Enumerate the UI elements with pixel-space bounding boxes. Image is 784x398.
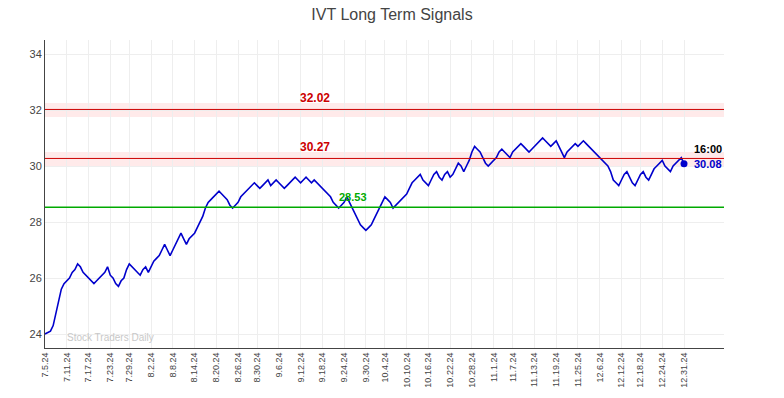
svg-text:10.4.24: 10.4.24 — [380, 353, 390, 383]
svg-text:11.7.24: 11.7.24 — [508, 353, 518, 382]
svg-text:24: 24 — [30, 328, 42, 340]
svg-text:32.02: 32.02 — [300, 91, 330, 105]
svg-text:12.18.24: 12.18.24 — [635, 353, 645, 388]
svg-text:11.19.24: 11.19.24 — [551, 353, 561, 387]
svg-text:12.24.24: 12.24.24 — [657, 353, 667, 388]
svg-text:11.13.24: 11.13.24 — [529, 353, 539, 387]
svg-text:7.29.24: 7.29.24 — [124, 353, 134, 383]
svg-text:8.8.24: 8.8.24 — [168, 353, 178, 378]
svg-text:8.14.24: 8.14.24 — [189, 353, 199, 383]
svg-text:11.25.24: 11.25.24 — [573, 353, 583, 387]
svg-text:8.30.24: 8.30.24 — [252, 353, 262, 383]
svg-text:9.12.24: 9.12.24 — [296, 353, 306, 383]
svg-text:7.11.24: 7.11.24 — [62, 353, 72, 382]
svg-text:10.10.24: 10.10.24 — [402, 353, 412, 388]
svg-text:IVT Long Term Signals: IVT Long Term Signals — [311, 6, 472, 23]
svg-text:10.16.24: 10.16.24 — [423, 353, 433, 388]
svg-text:8.2.24: 8.2.24 — [146, 353, 156, 378]
svg-text:Stock Traders Daily: Stock Traders Daily — [67, 332, 154, 343]
svg-text:30.27: 30.27 — [300, 140, 330, 154]
svg-text:10.22.24: 10.22.24 — [445, 353, 455, 388]
svg-text:11.1.24: 11.1.24 — [489, 353, 499, 382]
svg-text:10.28.24: 10.28.24 — [467, 353, 477, 388]
svg-text:7.23.24: 7.23.24 — [105, 353, 115, 383]
svg-text:8.26.24: 8.26.24 — [233, 353, 243, 383]
svg-text:34: 34 — [30, 48, 42, 60]
svg-text:7.17.24: 7.17.24 — [83, 353, 93, 383]
svg-text:7.5.24: 7.5.24 — [40, 353, 50, 378]
svg-text:9.18.24: 9.18.24 — [317, 353, 327, 383]
svg-text:9.6.24: 9.6.24 — [274, 353, 284, 378]
svg-text:30: 30 — [30, 160, 42, 172]
svg-text:12.6.24: 12.6.24 — [595, 353, 605, 383]
svg-text:9.30.24: 9.30.24 — [361, 353, 371, 383]
svg-text:32: 32 — [30, 104, 42, 116]
svg-text:26: 26 — [30, 272, 42, 284]
svg-text:8.20.24: 8.20.24 — [211, 353, 221, 383]
svg-text:9.24.24: 9.24.24 — [339, 353, 349, 383]
svg-text:12.12.24: 12.12.24 — [616, 353, 626, 388]
svg-text:28.53: 28.53 — [339, 191, 367, 203]
svg-text:28: 28 — [30, 216, 42, 228]
svg-text:30.08: 30.08 — [694, 158, 722, 170]
svg-text:12.31.24: 12.31.24 — [679, 353, 689, 388]
svg-text:16:00: 16:00 — [694, 143, 722, 155]
